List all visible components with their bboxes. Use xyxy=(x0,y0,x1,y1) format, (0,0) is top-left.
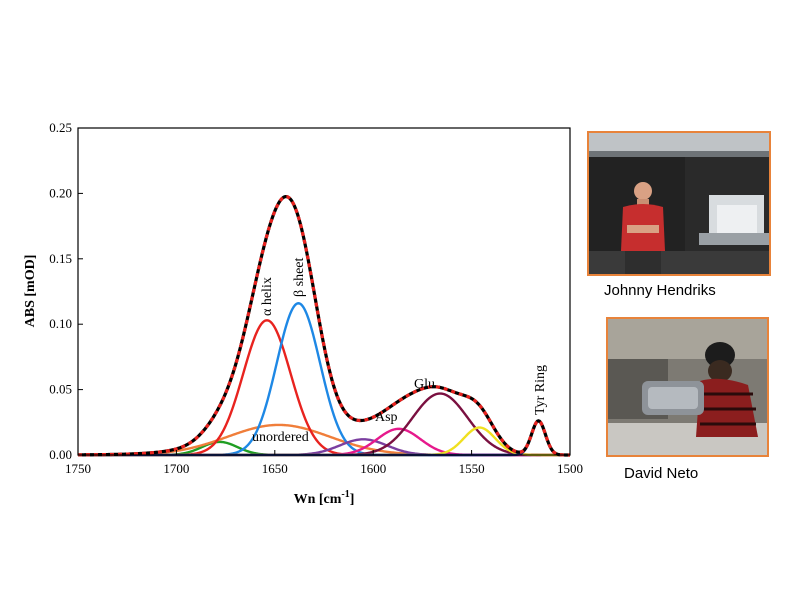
x-tick-label: 1750 xyxy=(65,461,91,476)
y-tick-label: 0.25 xyxy=(49,120,72,135)
plot-frame xyxy=(77,127,571,456)
label-alpha-helix: α helix xyxy=(260,277,275,316)
x-tick-label: 1500 xyxy=(557,461,583,476)
axis-ticks: 1750 1700 1650 1600 1550 1500 0.00 0.05 0.10 0.15… xyxy=(49,120,583,476)
label-glu: Glu xyxy=(414,377,435,392)
y-tick-label: 0.05 xyxy=(49,382,72,397)
y-tick-label: 0.15 xyxy=(49,251,72,266)
chart-curves xyxy=(78,195,570,457)
x-tick-label: 1600 xyxy=(360,461,386,476)
photo-johnny-hendriks xyxy=(587,131,771,276)
x-tick-label: 1700 xyxy=(163,461,189,476)
label-unordered: unordered xyxy=(252,430,309,445)
label-tyr-ring: Tyr Ring xyxy=(533,365,548,415)
label-asp: Asp xyxy=(375,410,398,425)
label-beta-sheet: β sheet xyxy=(292,258,307,297)
sum-curve-base xyxy=(78,195,570,457)
caption-johnny-hendriks: Johnny Hendriks xyxy=(604,282,716,299)
photo-david-neto xyxy=(606,317,769,457)
y-tick-label: 0.10 xyxy=(49,316,72,331)
sum-curve-dashes xyxy=(78,195,570,457)
caption-david-neto: David Neto xyxy=(624,465,699,482)
y-axis-title: ABS [mOD] xyxy=(23,255,38,328)
x-tick-label: 1550 xyxy=(459,461,485,476)
component-curve-6 xyxy=(78,392,570,457)
person-at-equipment-photo-icon xyxy=(608,319,767,455)
y-tick-label: 0.20 xyxy=(49,185,72,200)
x-axis-title: Wn [cm-1] xyxy=(294,489,355,507)
person-at-microscope-photo-icon xyxy=(589,133,769,274)
x-tick-label: 1650 xyxy=(262,461,288,476)
y-tick-label: 0.00 xyxy=(49,447,72,462)
